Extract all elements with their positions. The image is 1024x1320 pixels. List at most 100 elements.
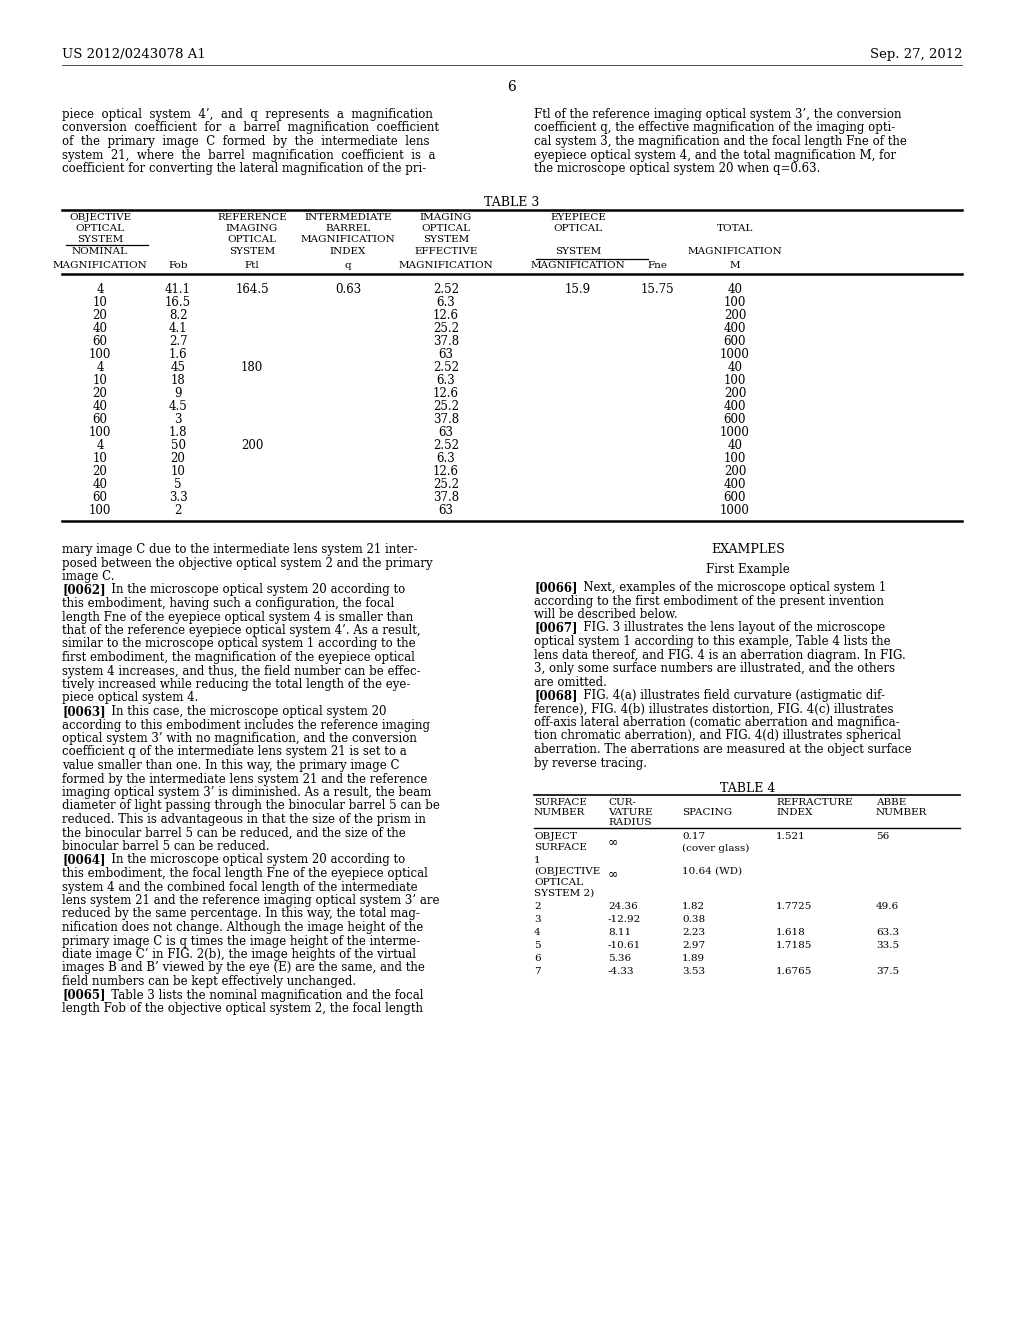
Text: OBJECT: OBJECT <box>534 832 577 841</box>
Text: 10.64 (WD): 10.64 (WD) <box>682 867 742 876</box>
Text: length Fne of the eyepiece optical system 4 is smaller than: length Fne of the eyepiece optical syste… <box>62 610 414 623</box>
Text: 40: 40 <box>727 440 742 451</box>
Text: 12.6: 12.6 <box>433 465 459 478</box>
Text: of  the  primary  image  C  formed  by  the  intermediate  lens: of the primary image C formed by the int… <box>62 135 429 148</box>
Text: diate image C’ in FIG. 2(b), the image heights of the virtual: diate image C’ in FIG. 2(b), the image h… <box>62 948 416 961</box>
Text: 2.23: 2.23 <box>682 928 706 937</box>
Text: 9: 9 <box>174 387 181 400</box>
Text: [0066]: [0066] <box>534 581 578 594</box>
Text: conversion  coefficient  for  a  barrel  magnification  coefficient: conversion coefficient for a barrel magn… <box>62 121 439 135</box>
Text: INTERMEDIATE: INTERMEDIATE <box>304 213 392 222</box>
Text: 4: 4 <box>96 360 103 374</box>
Text: [0068]: [0068] <box>534 689 578 702</box>
Text: 24.36: 24.36 <box>608 902 638 911</box>
Text: REFERENCE: REFERENCE <box>217 213 287 222</box>
Text: 600: 600 <box>724 413 746 426</box>
Text: diameter of light passing through the binocular barrel 5 can be: diameter of light passing through the bi… <box>62 800 440 813</box>
Text: system  21,  where  the  barrel  magnification  coefficient  is  a: system 21, where the barrel magnificatio… <box>62 149 435 161</box>
Text: TABLE 3: TABLE 3 <box>484 195 540 209</box>
Text: 25.2: 25.2 <box>433 478 459 491</box>
Text: US 2012/0243078 A1: US 2012/0243078 A1 <box>62 48 206 61</box>
Text: (OBJECTIVE: (OBJECTIVE <box>534 867 600 876</box>
Text: 1000: 1000 <box>720 426 750 440</box>
Text: In the microscope optical system 20 according to: In the microscope optical system 20 acco… <box>100 583 406 597</box>
Text: [0067]: [0067] <box>534 622 578 635</box>
Text: 6.3: 6.3 <box>436 296 456 309</box>
Text: will be described below.: will be described below. <box>534 609 678 620</box>
Text: 40: 40 <box>92 322 108 335</box>
Text: MAGNIFICATION: MAGNIFICATION <box>530 261 626 271</box>
Text: (cover glass): (cover glass) <box>682 843 750 853</box>
Text: 4: 4 <box>534 928 541 937</box>
Text: 1.7725: 1.7725 <box>776 902 812 911</box>
Text: according to the first embodiment of the present invention: according to the first embodiment of the… <box>534 594 884 607</box>
Text: 60: 60 <box>92 335 108 348</box>
Text: 12.6: 12.6 <box>433 387 459 400</box>
Text: VATURE: VATURE <box>608 808 652 817</box>
Text: 1.6765: 1.6765 <box>776 968 812 975</box>
Text: NUMBER: NUMBER <box>534 808 586 817</box>
Text: CUR-: CUR- <box>608 799 636 807</box>
Text: reduced by the same percentage. In this way, the total mag-: reduced by the same percentage. In this … <box>62 908 420 920</box>
Text: 16.5: 16.5 <box>165 296 191 309</box>
Text: q: q <box>345 261 351 271</box>
Text: 100: 100 <box>724 374 746 387</box>
Text: images B and B’ viewed by the eye (E) are the same, and the: images B and B’ viewed by the eye (E) ar… <box>62 961 425 974</box>
Text: 60: 60 <box>92 491 108 504</box>
Text: 1.8: 1.8 <box>169 426 187 440</box>
Text: Ftl of the reference imaging optical system 3’, the conversion: Ftl of the reference imaging optical sys… <box>534 108 901 121</box>
Text: 100: 100 <box>89 504 112 517</box>
Text: 63: 63 <box>438 504 454 517</box>
Text: Ftl: Ftl <box>245 261 259 271</box>
Text: 40: 40 <box>92 478 108 491</box>
Text: SYSTEM 2): SYSTEM 2) <box>534 888 594 898</box>
Text: In this case, the microscope optical system 20: In this case, the microscope optical sys… <box>100 705 386 718</box>
Text: 41.1: 41.1 <box>165 282 191 296</box>
Text: the microscope optical system 20 when q=0.63.: the microscope optical system 20 when q=… <box>534 162 820 176</box>
Text: 20: 20 <box>92 309 108 322</box>
Text: optical system 1 according to this example, Table 4 lists the: optical system 1 according to this examp… <box>534 635 891 648</box>
Text: 15.9: 15.9 <box>565 282 591 296</box>
Text: 0.63: 0.63 <box>335 282 361 296</box>
Text: 1000: 1000 <box>720 504 750 517</box>
Text: 15.75: 15.75 <box>640 282 674 296</box>
Text: aberration. The aberrations are measured at the object surface: aberration. The aberrations are measured… <box>534 743 911 756</box>
Text: 45: 45 <box>171 360 185 374</box>
Text: OPTICAL: OPTICAL <box>76 224 125 234</box>
Text: 200: 200 <box>241 440 263 451</box>
Text: FIG. 3 illustrates the lens layout of the microscope: FIG. 3 illustrates the lens layout of th… <box>572 622 886 635</box>
Text: length Fob of the objective optical system 2, the focal length: length Fob of the objective optical syst… <box>62 1002 423 1015</box>
Text: TOTAL: TOTAL <box>717 224 754 234</box>
Text: 63.3: 63.3 <box>876 928 899 937</box>
Text: 20: 20 <box>92 465 108 478</box>
Text: 7: 7 <box>534 968 541 975</box>
Text: 600: 600 <box>724 491 746 504</box>
Text: 100: 100 <box>724 451 746 465</box>
Text: MAGNIFICATION: MAGNIFICATION <box>398 261 494 271</box>
Text: according to this embodiment includes the reference imaging: according to this embodiment includes th… <box>62 718 430 731</box>
Text: 37.8: 37.8 <box>433 491 459 504</box>
Text: EFFECTIVE: EFFECTIVE <box>415 247 477 256</box>
Text: 6.3: 6.3 <box>436 374 456 387</box>
Text: 37.8: 37.8 <box>433 413 459 426</box>
Text: MAGNIFICATION: MAGNIFICATION <box>52 261 147 271</box>
Text: Next, examples of the microscope optical system 1: Next, examples of the microscope optical… <box>572 581 886 594</box>
Text: coefficient q, the effective magnification of the imaging opti-: coefficient q, the effective magnificati… <box>534 121 895 135</box>
Text: image C.: image C. <box>62 570 115 583</box>
Text: imaging optical system 3’ is diminished. As a result, the beam: imaging optical system 3’ is diminished.… <box>62 785 431 799</box>
Text: lens system 21 and the reference imaging optical system 3’ are: lens system 21 and the reference imaging… <box>62 894 439 907</box>
Text: 12.6: 12.6 <box>433 309 459 322</box>
Text: 50: 50 <box>171 440 185 451</box>
Text: 400: 400 <box>724 400 746 413</box>
Text: 2.52: 2.52 <box>433 360 459 374</box>
Text: 25.2: 25.2 <box>433 322 459 335</box>
Text: [0062]: [0062] <box>62 583 105 597</box>
Text: BARREL: BARREL <box>326 224 371 234</box>
Text: NUMBER: NUMBER <box>876 808 928 817</box>
Text: NOMINAL: NOMINAL <box>72 247 128 256</box>
Text: 400: 400 <box>724 478 746 491</box>
Text: this embodiment, having such a configuration, the focal: this embodiment, having such a configura… <box>62 597 394 610</box>
Text: In the microscope optical system 20 according to: In the microscope optical system 20 acco… <box>100 854 406 866</box>
Text: 20: 20 <box>92 387 108 400</box>
Text: 40: 40 <box>727 360 742 374</box>
